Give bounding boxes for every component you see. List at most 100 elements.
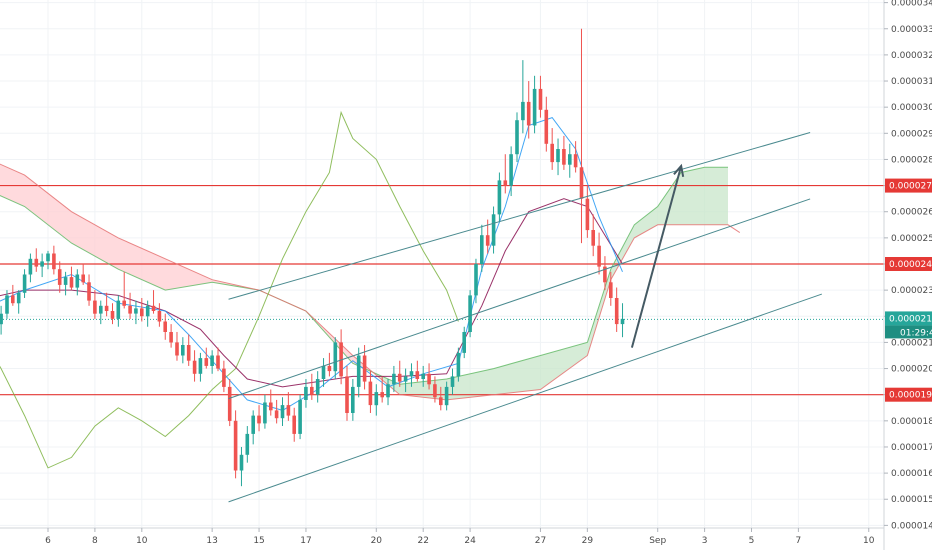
- level-label-text: 0.00001900: [889, 391, 932, 401]
- candle-up: [198, 358, 203, 374]
- candle-down: [163, 321, 167, 332]
- price-tick-label: 0.00001800: [891, 417, 932, 427]
- candles: [0, 28, 625, 487]
- price-tick-label: 0.00001700: [891, 443, 932, 453]
- candle-down: [526, 101, 531, 126]
- candle-up: [181, 345, 185, 356]
- candle-up: [444, 386, 449, 406]
- price-tick-label: 0.00001500: [891, 495, 932, 505]
- candle-down: [122, 300, 126, 306]
- candle-up: [374, 392, 379, 406]
- time-tick-label: 3: [702, 536, 708, 546]
- time-tick-label: 24: [464, 536, 476, 546]
- candle-up: [468, 295, 472, 332]
- price-tick-label: 0.00002100: [891, 338, 932, 348]
- time-tick-label: 15: [253, 536, 264, 546]
- candle-up: [304, 386, 308, 400]
- projection-arrow[interactable]: [630, 163, 685, 348]
- price-tick-label: 0.00002500: [891, 234, 932, 244]
- candle-down: [57, 269, 62, 285]
- candle-up: [263, 402, 267, 424]
- candle-up: [521, 101, 525, 121]
- candle-down: [216, 355, 220, 369]
- candle-up: [239, 454, 244, 471]
- candle-up: [403, 376, 408, 382]
- candle-down: [110, 311, 115, 319]
- candle-up: [46, 253, 50, 262]
- level-labels: 0.00002700 0.00002400 0.00001900 0.00002188…: [885, 178, 932, 402]
- candle-down: [433, 384, 437, 398]
- candle-up: [532, 88, 537, 126]
- time-tick-label: 6: [45, 536, 51, 546]
- candle-down: [439, 397, 443, 406]
- candle-up: [515, 120, 519, 155]
- candle-down: [538, 88, 543, 110]
- time-tick-label: 22: [417, 536, 428, 546]
- candle-down: [368, 381, 373, 406]
- candle-down: [93, 300, 97, 314]
- candle-down: [274, 410, 279, 419]
- candle-down: [415, 371, 420, 379]
- price-tick-label: 0.00003400: [891, 0, 932, 9]
- candle-down: [175, 342, 179, 356]
- candle-down: [485, 235, 490, 246]
- candle-up: [450, 376, 455, 387]
- time-tick-label: 10: [136, 536, 148, 546]
- candle-up: [145, 305, 150, 317]
- candle-up: [116, 300, 121, 319]
- level-label-box: [885, 178, 932, 193]
- candle-down: [81, 274, 85, 283]
- time-axis[interactable]: 6 8 10 13 15 17 20 22 24 27 29 Sep 3 5 7 10: [0, 527, 884, 546]
- channel-line: [228, 293, 823, 503]
- candle-down: [339, 342, 343, 377]
- candle-down: [427, 373, 431, 385]
- time-tick-label: 5: [749, 536, 755, 546]
- candle-up: [280, 405, 285, 419]
- candle-up: [210, 355, 214, 366]
- candle-down: [380, 392, 384, 398]
- level-label-box: [885, 387, 932, 402]
- candle-up: [40, 261, 44, 267]
- time-tick-label: 13: [206, 536, 217, 546]
- candle-up: [251, 415, 255, 434]
- candle-up: [0, 313, 3, 325]
- price-tick-label: 0.00002300: [891, 286, 932, 296]
- candle-up: [409, 371, 414, 377]
- candle-up: [421, 373, 425, 379]
- candle-down: [269, 402, 273, 411]
- candle-up: [333, 342, 338, 372]
- channel-line: [228, 132, 811, 300]
- candle-up: [491, 214, 496, 246]
- candle-up: [497, 180, 502, 215]
- candle-up: [474, 264, 478, 296]
- candle-up: [620, 318, 625, 325]
- candle-down: [286, 405, 291, 416]
- candle-down: [69, 277, 74, 288]
- level-label-box: [885, 257, 932, 271]
- candle-down: [585, 198, 590, 231]
- level-label-text: 0.00002700: [889, 182, 932, 192]
- trend-channel[interactable]: [228, 132, 823, 503]
- price-tick-label: 0.00001600: [891, 469, 932, 479]
- candle-down: [169, 332, 173, 343]
- candle-down: [52, 253, 56, 270]
- price-tick-label: 0.00001400: [891, 521, 932, 531]
- price-tick-label: 0.00003100: [891, 77, 932, 87]
- candle-down: [87, 282, 91, 301]
- time-tick-label: 7: [796, 536, 802, 546]
- candle-up: [134, 308, 138, 314]
- candle-down: [609, 282, 613, 298]
- candle-down: [222, 368, 226, 387]
- channel-line: [228, 198, 811, 400]
- candle-down: [34, 258, 39, 267]
- candle-down: [104, 305, 109, 311]
- price-tick-label: 0.00003300: [891, 25, 932, 35]
- arrow-shaft: [630, 165, 683, 348]
- time-tick-label: 8: [92, 536, 98, 546]
- countdown-text: 01:29:45: [900, 328, 932, 338]
- candle-down: [292, 415, 296, 434]
- current-price-box: [885, 311, 932, 326]
- candle-down: [503, 180, 508, 186]
